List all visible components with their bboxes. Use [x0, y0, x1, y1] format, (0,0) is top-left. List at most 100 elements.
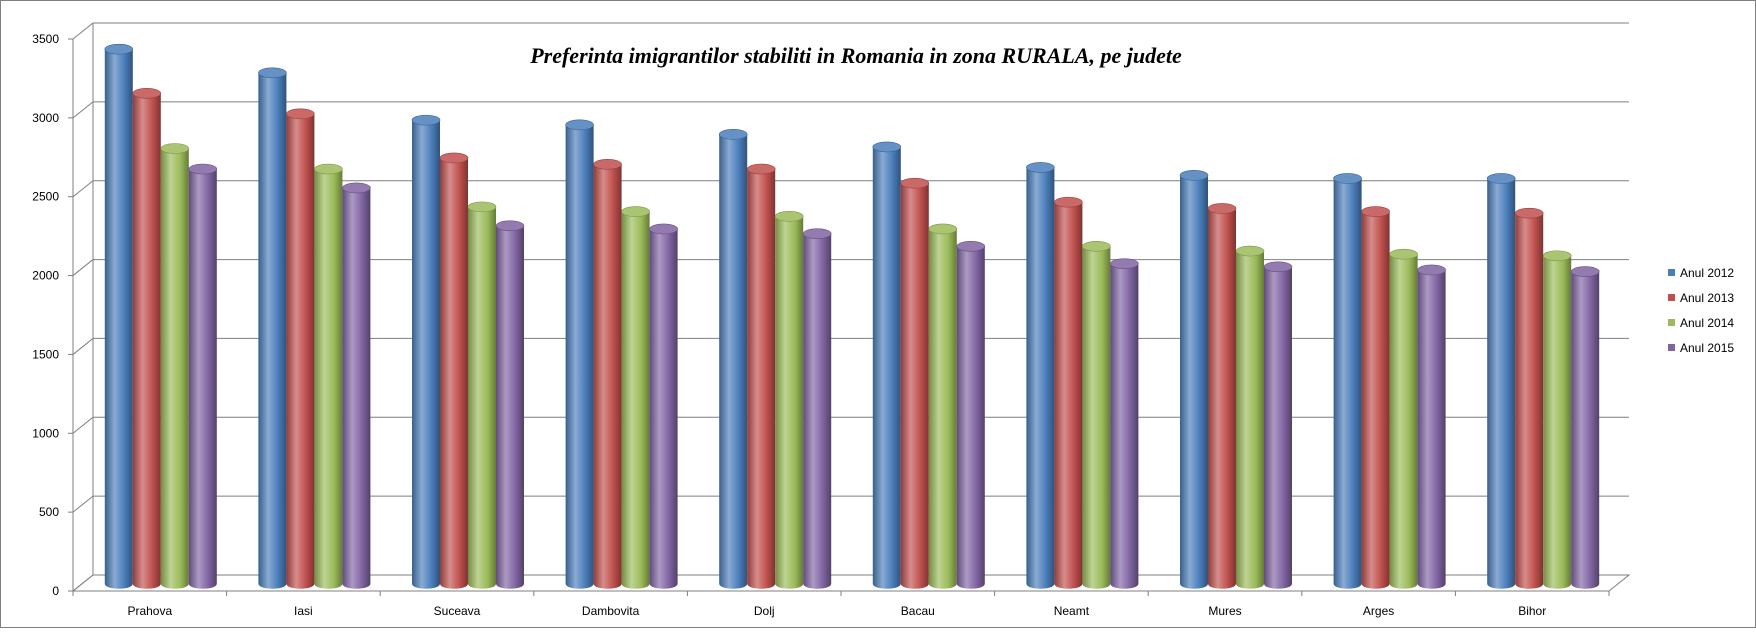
y-tick-label: 2500	[32, 190, 59, 204]
bar-body	[342, 187, 371, 589]
bar-bacau-0	[872, 141, 902, 589]
bar-body	[1543, 255, 1572, 589]
gridline-diag	[72, 180, 94, 198]
bar-top	[1082, 240, 1111, 252]
y-tick-label: 2000	[32, 269, 59, 283]
bar-body	[1515, 213, 1544, 589]
bar-neamt-3	[1110, 258, 1139, 589]
bar-top	[956, 240, 986, 252]
bar-top	[1333, 173, 1362, 184]
chart-title: Preferinta imigrantilor stabiliti in Rom…	[529, 43, 1182, 68]
bar-body	[1417, 269, 1446, 589]
bar-neamt-0	[1026, 162, 1055, 589]
bar-body	[1110, 263, 1139, 589]
gridline-diag	[72, 259, 94, 276]
bar-top	[258, 67, 287, 79]
bar-top	[746, 163, 776, 175]
x-tick-label: Suceava	[434, 604, 481, 618]
x-tick-label: Bihor	[1518, 604, 1546, 618]
bar-body	[468, 206, 496, 589]
legend-swatch	[1668, 344, 1675, 351]
bar-body	[747, 169, 776, 589]
legend-label: Anul 2015	[1680, 341, 1734, 355]
gridline-diag	[72, 495, 94, 513]
bar-top	[718, 129, 748, 140]
bar-top	[1361, 206, 1390, 217]
bar-prahova-0	[104, 43, 134, 589]
bar-arges-0	[1333, 173, 1362, 589]
bar-top	[188, 163, 218, 175]
bar-body	[1361, 211, 1390, 589]
bar-top	[928, 223, 958, 235]
bar-body	[314, 169, 343, 589]
legend-label: Anul 2013	[1680, 291, 1734, 305]
bar-body	[775, 216, 804, 589]
bar-dolj-0	[718, 129, 748, 589]
bar-top	[774, 211, 804, 222]
bar-top	[495, 220, 525, 232]
bar-dambovita-2	[621, 206, 650, 589]
x-tick-label: Bacau	[901, 604, 935, 618]
bar-body	[1487, 178, 1516, 589]
bar-body	[1333, 178, 1362, 589]
bar-arges-3	[1417, 264, 1446, 589]
bar-body	[928, 228, 957, 589]
bar-top	[104, 43, 134, 55]
bar-body	[160, 148, 189, 589]
bar-body	[1082, 246, 1111, 589]
legend-swatch	[1668, 319, 1675, 326]
x-tick-label: Dambovita	[582, 604, 640, 618]
bar-body	[412, 120, 440, 589]
bar-body	[104, 49, 133, 589]
y-tick-label: 1000	[32, 426, 59, 440]
y-axis: 0 500 1000 1500 2000 2500 3000 3500	[32, 32, 74, 598]
bar-body	[719, 134, 748, 589]
bar-top	[314, 163, 343, 175]
bar-top	[593, 158, 622, 170]
bar-top	[1207, 203, 1237, 214]
bar-body	[188, 169, 217, 589]
x-axis: Prahova Iasi Suceava Dambovita Dolj Bacau Neam…	[72, 590, 1610, 618]
bar-body	[1054, 202, 1083, 589]
bar-body	[1571, 271, 1600, 589]
bar-neamt-2	[1082, 240, 1111, 589]
bar-dambovita-3	[649, 223, 678, 589]
bar-top	[286, 108, 315, 120]
bar-top	[649, 223, 678, 235]
bar-arges-1	[1361, 206, 1390, 589]
bar-top	[1026, 162, 1055, 173]
bar-body	[440, 157, 468, 589]
bar-top	[132, 88, 162, 99]
bar-bacau-3	[956, 240, 986, 589]
bar-top	[1054, 196, 1083, 208]
bar-prahova-3	[188, 163, 218, 589]
bar-dambovita-0	[565, 119, 594, 589]
bar-top	[802, 228, 832, 239]
bar-iasi-0	[258, 67, 287, 589]
legend-item: Anul 2013	[1668, 291, 1734, 305]
bar-iasi-1	[286, 108, 315, 589]
x-tick-label: Mures	[1208, 604, 1241, 618]
bar-body	[132, 93, 161, 589]
bar-top	[621, 206, 650, 217]
legend: Anul 2012 Anul 2013 Anul 2014 Anul 2015	[1668, 266, 1734, 355]
bar-top	[1179, 170, 1209, 181]
y-tick-label: 500	[39, 505, 59, 519]
bar-top	[1514, 207, 1544, 219]
bar-dolj-2	[774, 211, 804, 589]
legend-swatch	[1668, 294, 1675, 301]
bar-top	[342, 182, 371, 194]
bar-dambovita-1	[593, 158, 622, 589]
bar-top	[1417, 264, 1446, 276]
legend-label: Anul 2014	[1680, 316, 1734, 330]
bar-body	[1180, 175, 1208, 589]
legend-item: Anul 2014	[1668, 316, 1734, 330]
bar-bihor-3	[1570, 266, 1600, 589]
bar-top	[160, 143, 190, 154]
bar-top	[467, 201, 497, 213]
bar-bacau-2	[928, 223, 958, 589]
y-tick-label: 0	[52, 584, 59, 598]
bar-body	[956, 246, 985, 589]
